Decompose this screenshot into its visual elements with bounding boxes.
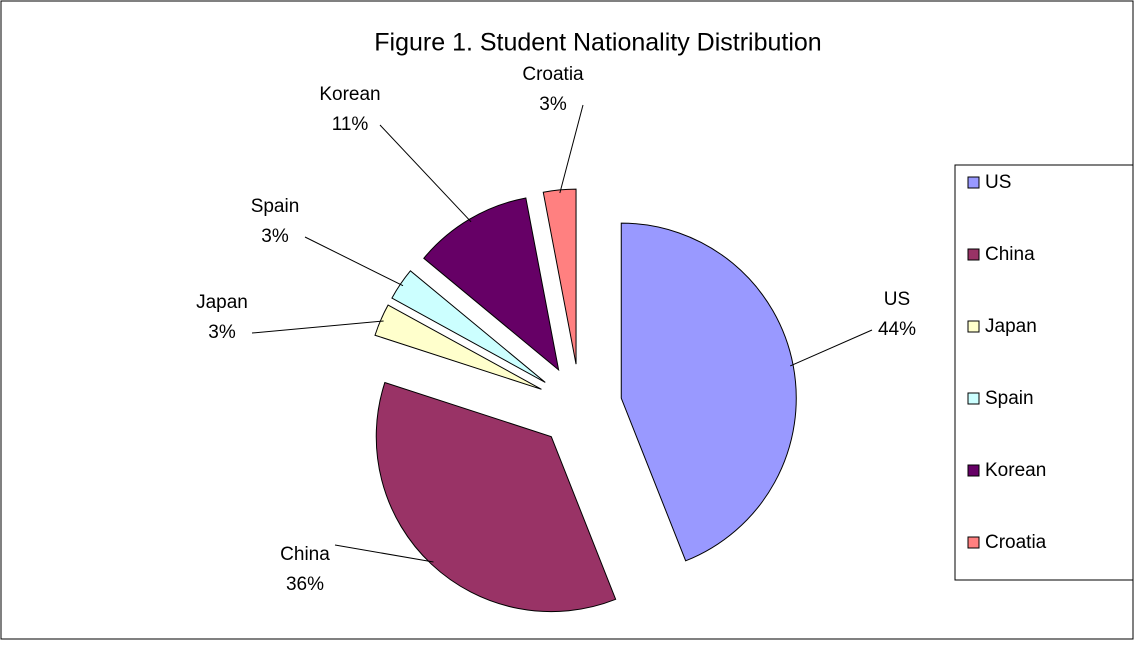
slice-value-label: 3% — [261, 226, 289, 247]
slice-value-label: 3% — [208, 322, 236, 343]
slice-value-label: 36% — [286, 574, 324, 595]
slice-label: Croatia — [522, 64, 584, 85]
slice-value-label: 44% — [878, 319, 916, 340]
legend-label: US — [985, 172, 1011, 193]
slice-label: China — [280, 544, 330, 565]
legend-label: Spain — [985, 388, 1034, 409]
slice-label: Japan — [196, 292, 248, 313]
chart-title: Figure 1. Student Nationality Distributi… — [374, 29, 821, 57]
legend-swatch — [967, 392, 980, 405]
legend-swatch — [967, 176, 980, 189]
legend-swatch — [967, 536, 980, 549]
leader-line — [790, 329, 873, 367]
slice-label: Spain — [251, 196, 300, 217]
leader-line — [251, 320, 384, 334]
leader-line — [334, 544, 434, 563]
legend-box — [954, 164, 1134, 581]
slice-value-label: 3% — [539, 94, 567, 115]
slice-label: Korean — [319, 84, 380, 105]
pie-slice — [542, 188, 577, 365]
pie-slice — [374, 304, 542, 390]
legend-swatch — [967, 464, 980, 477]
slice-value-label: 11% — [332, 114, 369, 135]
leader-line — [304, 236, 404, 287]
leader-line — [559, 104, 584, 194]
legend-label: Korean — [985, 460, 1046, 481]
legend-label: Croatia — [985, 532, 1047, 553]
slice-label: US — [884, 289, 910, 310]
leader-line — [379, 124, 472, 223]
legend-label: China — [985, 244, 1035, 265]
pie-slice — [375, 381, 617, 613]
legend-label: Japan — [985, 316, 1037, 337]
pie-slice — [423, 197, 560, 372]
pie-slice — [620, 222, 797, 562]
legend-swatch — [967, 320, 980, 333]
legend-swatch — [967, 248, 980, 261]
